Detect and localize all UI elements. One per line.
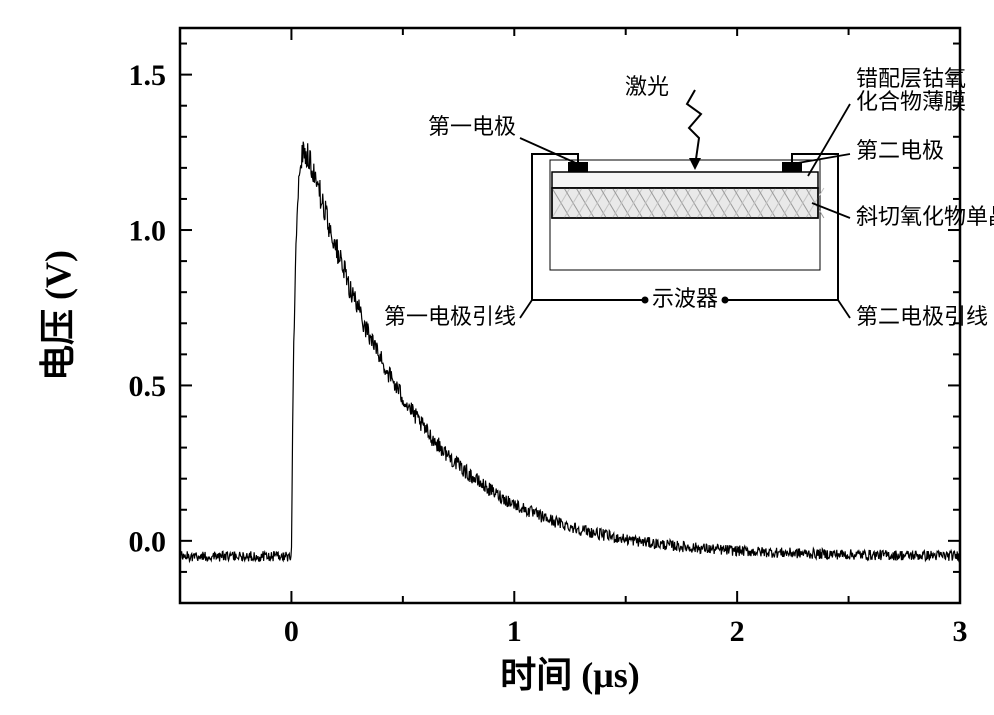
y-axis-label: 电压 (V) [38, 250, 78, 381]
figure-root: 0 1 2 3 时间 (μs) 0.0 0.5 1.0 1.5 电压 (V) 激光 错配层钴氧化合物薄… [0, 0, 994, 715]
y-tick-label: 0.5 [129, 370, 167, 403]
inset-diagram: 激光 错配层钴氧化合物薄膜第一电极第二电极斜切氧化物单晶基片示波器第一电极引线 第二… [384, 36, 994, 329]
label-scope: 示波器 [652, 286, 718, 311]
label-lead2: 第二电极引线 [856, 304, 988, 329]
x-tick-label: 0 [284, 615, 299, 648]
label-electrode1: 第一电极 [428, 114, 516, 139]
film-layer [552, 172, 818, 188]
label-substrate: 斜切氧化物单晶基片 [856, 204, 994, 229]
y-tick-label: 1.0 [129, 215, 167, 248]
label-film: 错配层钴氧化合物薄膜 [856, 66, 966, 114]
x-tick-label: 2 [730, 615, 745, 648]
x-tick-label: 1 [507, 615, 522, 648]
chart-svg: 0 1 2 3 时间 (μs) 0.0 0.5 1.0 1.5 电压 (V) 激光 错配层钴氧化合物薄… [0, 0, 994, 715]
label-electrode2: 第二电极 [856, 138, 944, 163]
y-tick-label: 1.5 [129, 59, 167, 92]
label-lead1: 第一电极引线 [384, 304, 516, 329]
x-tick-label: 3 [953, 615, 968, 648]
label-laser: 激光 [625, 74, 669, 99]
y-tick-label: 0.0 [129, 525, 167, 558]
x-axis-label: 时间 (μs) [500, 655, 639, 695]
